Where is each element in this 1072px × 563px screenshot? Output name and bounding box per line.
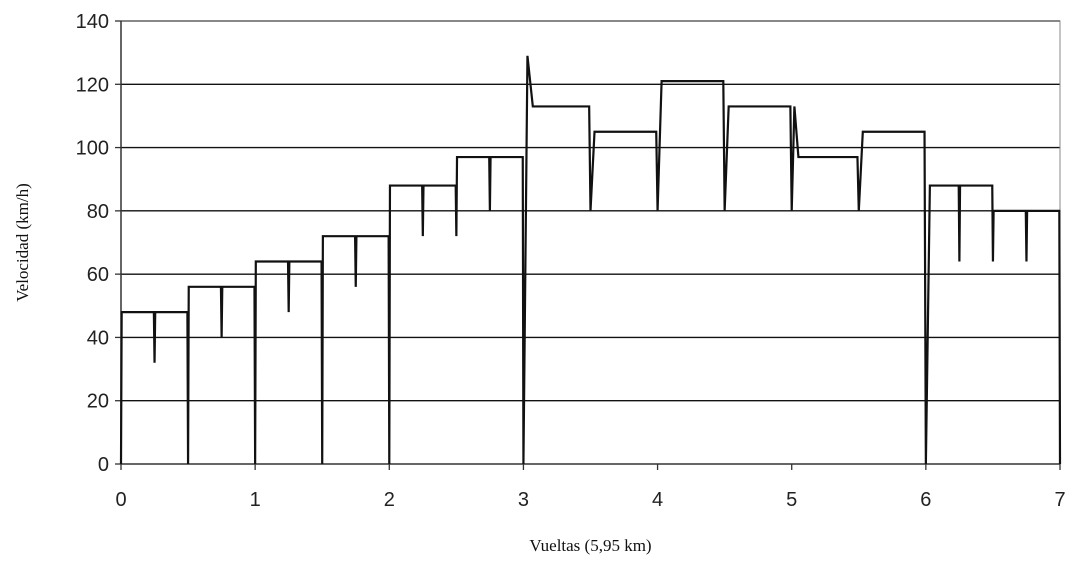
- x-tick-label: 6: [920, 489, 931, 511]
- x-tick-label: 0: [115, 489, 126, 511]
- tick-labels: 0 20 40 60 80 100 120 140 0 1 2 3 4 5 6 7: [76, 11, 1066, 511]
- x-tick-label: 7: [1054, 489, 1065, 511]
- series: [119, 55, 1062, 465]
- x-tick-label: 1: [250, 489, 261, 511]
- axes: [115, 20, 1061, 470]
- y-tick-label: 80: [87, 201, 109, 223]
- y-tick-label: 120: [76, 74, 109, 96]
- x-tick-label: 4: [652, 489, 663, 511]
- y-tick-label: 60: [87, 264, 109, 286]
- y-axis-title: Velocidad (km/h): [13, 183, 32, 302]
- y-tick-label: 20: [87, 391, 109, 413]
- y-tick-label: 100: [76, 138, 109, 160]
- x-tick-label: 5: [786, 489, 797, 511]
- x-axis-title: Vueltas (5,95 km): [529, 536, 651, 555]
- y-tick-label: 0: [98, 454, 109, 476]
- x-tick-label: 3: [518, 489, 529, 511]
- series-line-0: [119, 55, 1062, 465]
- plot-frame: [120, 20, 1061, 465]
- y-tick-label: 140: [76, 11, 109, 33]
- x-tick-label: 2: [384, 489, 395, 511]
- y-tick-label: 40: [87, 327, 109, 349]
